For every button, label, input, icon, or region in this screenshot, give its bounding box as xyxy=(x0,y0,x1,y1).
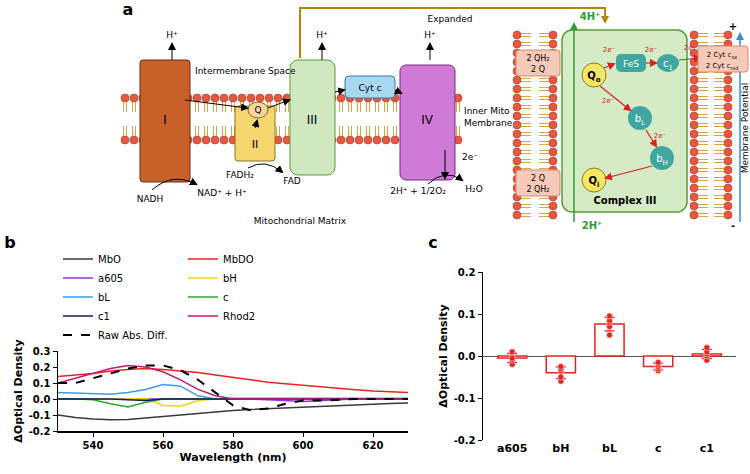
svg-text:Q: Q xyxy=(254,105,261,115)
svg-text:-: - xyxy=(731,220,735,231)
svg-text:0.0: 0.0 xyxy=(458,351,476,362)
svg-text:-0.2: -0.2 xyxy=(29,426,51,437)
svg-text:2e⁻: 2e⁻ xyxy=(602,97,615,105)
svg-text:2H⁺ + 1/2O₂: 2H⁺ + 1/2O₂ xyxy=(390,186,446,196)
svg-text:c1: c1 xyxy=(663,58,673,72)
svg-text:Membrane: Membrane xyxy=(464,118,513,128)
svg-text:Cyt c: Cyt c xyxy=(359,83,382,93)
svg-text:2e⁻: 2e⁻ xyxy=(462,152,478,162)
svg-text:2 Q: 2 Q xyxy=(531,174,545,183)
svg-text:a: a xyxy=(123,0,134,19)
svg-text:2e⁻: 2e⁻ xyxy=(603,46,616,54)
svg-text:c: c xyxy=(428,233,437,252)
svg-text:Qo: Qo xyxy=(587,70,601,84)
svg-text:ΔOptical Density: ΔOptical Density xyxy=(12,339,25,442)
svg-text:0.1: 0.1 xyxy=(458,309,476,320)
svg-text:IV: IV xyxy=(421,113,434,127)
svg-text:MbDO: MbDO xyxy=(223,254,254,265)
svg-text:III: III xyxy=(307,113,318,127)
svg-text:0.1: 0.1 xyxy=(33,378,51,389)
svg-text:c1: c1 xyxy=(98,311,110,322)
svg-text:c: c xyxy=(655,442,662,455)
svg-text:580: 580 xyxy=(223,440,244,451)
svg-text:bH: bH xyxy=(552,442,569,455)
svg-text:0.3: 0.3 xyxy=(33,346,51,357)
svg-text:H⁺: H⁺ xyxy=(316,30,328,40)
svg-text:a605: a605 xyxy=(98,273,123,284)
svg-text:bL: bL xyxy=(98,292,110,303)
svg-text:2 Cyt cox: 2 Cyt cox xyxy=(707,51,737,60)
svg-text:Membrane Potential: Membrane Potential xyxy=(740,83,750,174)
svg-text:2e⁻: 2e⁻ xyxy=(645,46,658,54)
svg-text:Qi: Qi xyxy=(589,175,600,189)
svg-text:2 Cyt cred: 2 Cyt cred xyxy=(706,62,739,71)
svg-text:Wavelength (nm): Wavelength (nm) xyxy=(180,451,287,464)
svg-text:2e⁻: 2e⁻ xyxy=(684,44,697,52)
svg-text:2 QH₂: 2 QH₂ xyxy=(526,54,549,63)
svg-text:bL: bL xyxy=(602,442,617,455)
svg-text:bH: bH xyxy=(656,153,668,167)
svg-text:620: 620 xyxy=(363,440,384,451)
svg-text:H⁺: H⁺ xyxy=(424,30,436,40)
svg-text:Inner Mito: Inner Mito xyxy=(464,106,510,116)
svg-text:MbO: MbO xyxy=(98,254,121,265)
svg-text:Complex III: Complex III xyxy=(593,195,656,206)
svg-text:Intermembrane Space: Intermembrane Space xyxy=(195,66,296,76)
svg-text:a605: a605 xyxy=(497,442,527,455)
svg-text:b: b xyxy=(4,233,15,252)
svg-text:2 QH₂: 2 QH₂ xyxy=(526,185,549,194)
svg-text:560: 560 xyxy=(153,440,174,451)
svg-text:0.2: 0.2 xyxy=(33,362,51,373)
svg-text:Mitochondrial Matrix: Mitochondrial Matrix xyxy=(254,216,347,226)
svg-text:540: 540 xyxy=(83,440,104,451)
svg-text:H₂O: H₂O xyxy=(465,184,482,194)
svg-text:FeS: FeS xyxy=(623,59,639,69)
svg-text:II: II xyxy=(252,138,259,151)
svg-text:NAD⁺ + H⁺: NAD⁺ + H⁺ xyxy=(197,188,247,198)
svg-text:bL: bL xyxy=(635,113,645,127)
svg-text:-0.2: -0.2 xyxy=(454,435,476,446)
svg-text:4H⁺: 4H⁺ xyxy=(580,11,601,22)
svg-text:Expanded: Expanded xyxy=(428,14,473,24)
svg-text:FADH₂: FADH₂ xyxy=(226,170,254,180)
svg-text:-0.1: -0.1 xyxy=(454,393,476,404)
svg-text:2H⁺: 2H⁺ xyxy=(582,220,603,231)
svg-text:c1: c1 xyxy=(700,442,714,455)
svg-text:FAD: FAD xyxy=(283,176,301,186)
svg-text:Rhod2: Rhod2 xyxy=(223,311,255,322)
svg-text:I: I xyxy=(163,112,167,127)
svg-text:2e⁻: 2e⁻ xyxy=(654,132,667,140)
svg-text:+: + xyxy=(729,21,737,32)
svg-text:ΔOptical Density: ΔOptical Density xyxy=(437,304,450,407)
svg-text:H⁺: H⁺ xyxy=(166,30,178,40)
svg-text:0.2: 0.2 xyxy=(458,267,476,278)
svg-text:c: c xyxy=(223,292,229,303)
svg-text:2 Q: 2 Q xyxy=(531,65,545,74)
svg-text:-0.1: -0.1 xyxy=(29,410,51,421)
svg-text:Raw Abs. Diff.: Raw Abs. Diff. xyxy=(98,330,168,341)
svg-text:bH: bH xyxy=(223,273,237,284)
svg-text:600: 600 xyxy=(293,440,314,451)
svg-text:0.0: 0.0 xyxy=(33,394,51,405)
svg-text:NADH: NADH xyxy=(137,194,164,204)
